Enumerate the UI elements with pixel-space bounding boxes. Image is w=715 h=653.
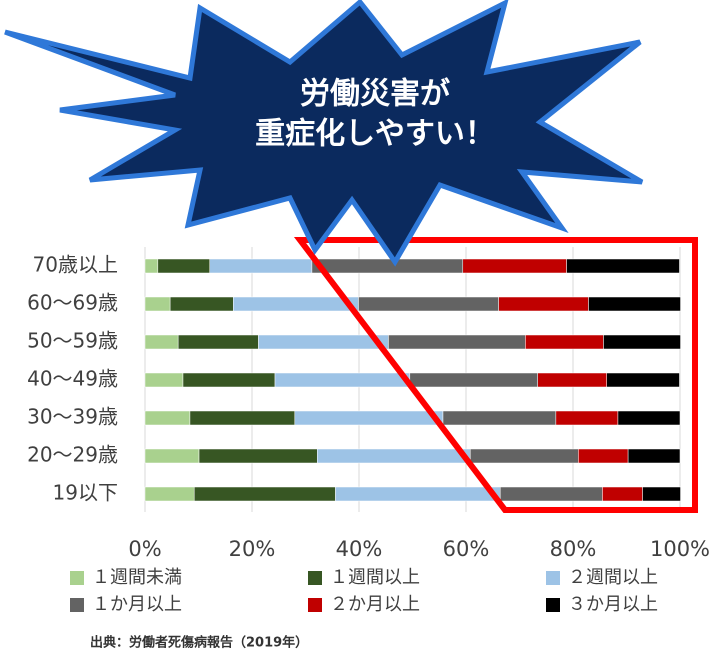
bar-segment	[145, 259, 158, 273]
bar-segment	[470, 449, 578, 463]
legend-label: １か月以上	[92, 594, 182, 615]
bar-segment	[603, 335, 680, 349]
y-tick-label: 50～59歳	[27, 329, 118, 353]
legend-label: ２週間以上	[568, 567, 658, 588]
chart: 0% 20% 40% 60% 80% 100% 70歳以上 60～69歳 50～59歳 40～49…	[0, 0, 715, 653]
bar-segment	[145, 297, 170, 311]
bar-segment	[190, 411, 295, 425]
bar-segment	[643, 487, 681, 501]
bar-segment	[145, 487, 194, 501]
y-tick-label: 40～49歳	[27, 367, 118, 391]
plot: 0% 20% 40% 60% 80% 100% 70歳以上 60～69歳 50～59歳 40～49…	[27, 247, 710, 615]
bar-segment	[410, 373, 538, 387]
legend-label: ２か月以上	[330, 594, 420, 615]
bar-segment	[275, 373, 410, 387]
source: 出典：労働者死傷病報告（2019年）	[90, 635, 308, 651]
legend-swatch	[308, 571, 322, 585]
bar-segment	[312, 259, 463, 273]
bar-segment	[335, 487, 500, 501]
y-tick-label: 20～29歳	[27, 443, 118, 467]
x-tick-label: 80%	[550, 537, 597, 561]
bar-segment	[607, 373, 680, 387]
bar-segment	[158, 259, 210, 273]
bar-segment	[145, 411, 190, 425]
bar-segment	[210, 259, 312, 273]
x-tick-label: 0%	[128, 537, 161, 561]
bar-segment	[499, 297, 589, 311]
bar-segment	[567, 259, 680, 273]
bar-segment	[388, 335, 525, 349]
legend-label: １週間未満	[92, 567, 182, 588]
bar-segment	[525, 335, 603, 349]
y-tick-label: 19以下	[53, 481, 118, 505]
bar-segment	[183, 373, 275, 387]
legend-swatch	[546, 571, 560, 585]
bar-segment	[463, 259, 567, 273]
bar-segment	[602, 487, 642, 501]
legend-swatch	[308, 598, 322, 612]
x-tick-label: 100%	[650, 537, 710, 561]
legend-swatch	[546, 598, 560, 612]
y-tick-label: 60～69歳	[27, 291, 118, 315]
bar-segment	[618, 411, 680, 425]
x-tick-label: 40%	[336, 537, 383, 561]
legend-swatch	[70, 571, 84, 585]
x-tick-label: 60%	[443, 537, 490, 561]
bar-segment	[295, 411, 443, 425]
bar-segment	[145, 449, 199, 463]
x-tick-label: 20%	[229, 537, 276, 561]
bar-segment	[194, 487, 335, 501]
legend-swatch	[70, 598, 84, 612]
bar-segment	[233, 297, 358, 311]
y-tick-label: 30～39歳	[27, 405, 118, 429]
bar-segment	[628, 449, 680, 463]
legend-label: ３か月以上	[568, 594, 658, 615]
bar-segment	[199, 449, 317, 463]
bar-segment	[145, 335, 178, 349]
bar-segment	[556, 411, 618, 425]
bar-segment	[538, 373, 607, 387]
bar-segment	[145, 373, 183, 387]
legend-label: １週間以上	[330, 567, 420, 588]
bar-segment	[170, 297, 233, 311]
bar-segment	[178, 335, 258, 349]
bar-segment	[317, 449, 470, 463]
bar-segment	[500, 487, 602, 501]
y-tick-label: 70歳以上	[33, 253, 118, 277]
bar-segment	[589, 297, 681, 311]
bar-segment	[358, 297, 498, 311]
bar-segment	[443, 411, 556, 425]
bar-segment	[258, 335, 388, 349]
callout-text: 重症化しやすい！	[255, 117, 495, 152]
callout-text: 労働災害が	[300, 77, 450, 112]
bar-segment	[578, 449, 628, 463]
